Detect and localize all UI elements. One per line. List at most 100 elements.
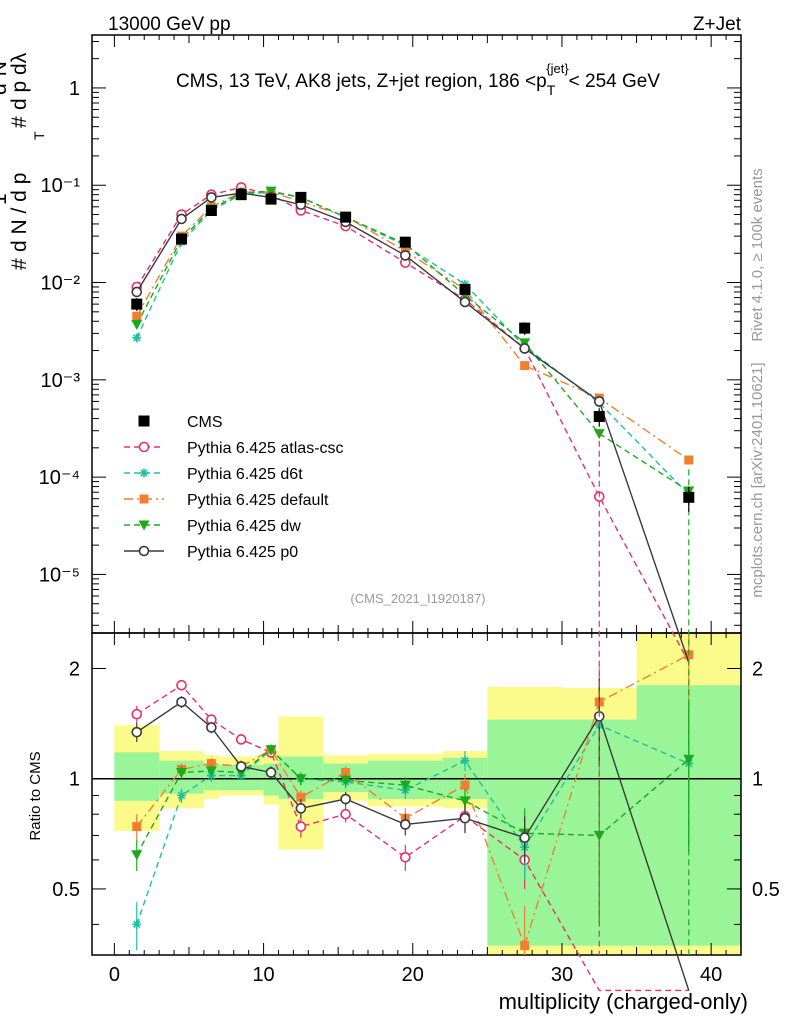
data-point <box>131 286 143 298</box>
legend-marker <box>139 468 149 478</box>
ratio-point <box>460 756 470 766</box>
ratio-point <box>235 761 247 772</box>
data-point <box>519 322 531 334</box>
x-tick-label: 40 <box>700 964 722 986</box>
rivet-version-label: Rivet 4.1.0, ≥ 100k events <box>749 168 766 341</box>
y-tick-label: 10⁻² <box>41 273 81 295</box>
legend-label: Pythia 6.425 dw <box>187 518 301 535</box>
data-point <box>176 233 188 245</box>
ratio-point <box>296 792 306 802</box>
ratio-line <box>136 654 690 948</box>
ratio-point <box>519 832 530 844</box>
y-tick-label: 10⁻³ <box>41 370 81 392</box>
data-point <box>399 236 411 248</box>
data-point <box>265 186 277 197</box>
series-ratio-atlas_csc <box>131 679 689 992</box>
legend-label: Pythia 6.425 p0 <box>187 544 298 561</box>
data-point <box>340 211 352 223</box>
legend-marker <box>138 545 150 557</box>
ratio-point <box>295 774 307 785</box>
svg-text:d²N: d²N <box>0 61 11 95</box>
series-line <box>136 192 690 663</box>
data-point <box>593 396 605 407</box>
legend-marker <box>138 415 150 427</box>
collision-label: 13000 GeV pp <box>108 14 231 35</box>
ratio-line <box>136 701 690 991</box>
ratio-point <box>176 679 187 691</box>
data-point <box>459 296 471 308</box>
data-point <box>132 333 142 343</box>
ratio-panel-frame <box>91 632 742 956</box>
data-point <box>235 189 247 201</box>
x-tick-label: 30 <box>551 964 573 986</box>
ratio-point <box>400 852 411 863</box>
mcplots-label: mcplots.cern.ch [arXiv:2401.10621] <box>749 362 766 597</box>
ratio-point <box>176 696 187 708</box>
data-point <box>132 311 142 321</box>
legend: CMS Pythia 6.425 atlas-csc Pythia 6.425 d6… <box>124 414 344 561</box>
ratio-point <box>205 766 217 777</box>
ratio-point <box>459 812 471 824</box>
ratio-point <box>131 850 143 861</box>
y-axis-ticks-main: 10⁻⁵ 10⁻⁴ 10⁻³ 10⁻² 10⁻¹ 1 <box>39 41 741 626</box>
ratio-line <box>136 684 689 992</box>
data-point <box>206 192 217 203</box>
legend-marker <box>138 520 150 531</box>
y-tick-label-right: 1 <box>752 769 763 791</box>
svg-text:d p dλ: d p dλ <box>8 52 31 110</box>
ratio-point <box>459 796 471 807</box>
y-tick-label-right: 2 <box>752 658 763 680</box>
ratio-point <box>131 726 143 738</box>
series-line <box>136 191 690 461</box>
x-axis-ticks: 0 10 20 30 40 <box>109 35 742 986</box>
data-point <box>683 491 695 503</box>
y-tick-label: 1 <box>69 78 80 100</box>
data-point <box>176 213 187 225</box>
y-tick-label: 10⁻⁴ <box>39 467 80 489</box>
ratio-point <box>177 790 187 800</box>
y-tick-label: 10⁻¹ <box>41 175 81 197</box>
y-tick-label: 1 <box>69 769 80 791</box>
x-tick-label: 20 <box>402 964 424 986</box>
data-point <box>265 193 277 205</box>
svg-text:d N / d p: d N / d p <box>8 173 31 252</box>
data-point <box>205 204 217 216</box>
series-ratio-p0 <box>131 678 690 991</box>
ratio-point <box>341 767 351 777</box>
ratio-point <box>206 722 217 733</box>
analysis-watermark: (CMS_2021_I1920187) <box>350 591 485 606</box>
data-point <box>295 191 307 203</box>
ratio-point <box>132 822 142 832</box>
series-main-p0 <box>131 187 690 663</box>
ratio-point <box>132 919 142 929</box>
legend-marker <box>139 494 149 504</box>
y-tick-label-right: 0.5 <box>752 879 780 901</box>
data-point <box>131 298 143 310</box>
legend-marker <box>138 441 150 453</box>
y-axis-title-main: # d N / d p 1 T # d p dλ d²N <box>0 52 47 270</box>
legend-label: Pythia 6.425 d6t <box>187 466 303 483</box>
data-point <box>593 410 605 422</box>
ratio-point <box>265 767 277 778</box>
x-axis-title: multiplicity (charged-only) <box>499 989 748 1014</box>
ratio-point <box>399 780 411 791</box>
ratio-line <box>136 724 690 925</box>
ratio-point <box>176 767 188 778</box>
ratio-point <box>265 745 277 756</box>
data-point <box>459 283 471 295</box>
data-point <box>400 250 411 261</box>
ratio-point <box>340 808 351 820</box>
plot-title: CMS, 13 TeV, AK8 jets, Z+jet region, 186… <box>176 61 660 98</box>
band-inner <box>114 752 160 801</box>
svg-text:T: T <box>31 131 47 140</box>
ratio-point <box>400 819 411 830</box>
legend-label: Pythia 6.425 default <box>187 492 329 509</box>
ratio-point <box>460 780 470 790</box>
y-axis-title-ratio: Ratio to CMS <box>27 751 44 840</box>
data-point <box>131 320 143 331</box>
ratio-point <box>295 821 307 832</box>
ratio-point <box>235 734 247 745</box>
x-tick-label: 0 <box>109 964 120 986</box>
svg-text:#: # <box>8 258 31 270</box>
process-label: Z+Jet <box>693 14 742 35</box>
